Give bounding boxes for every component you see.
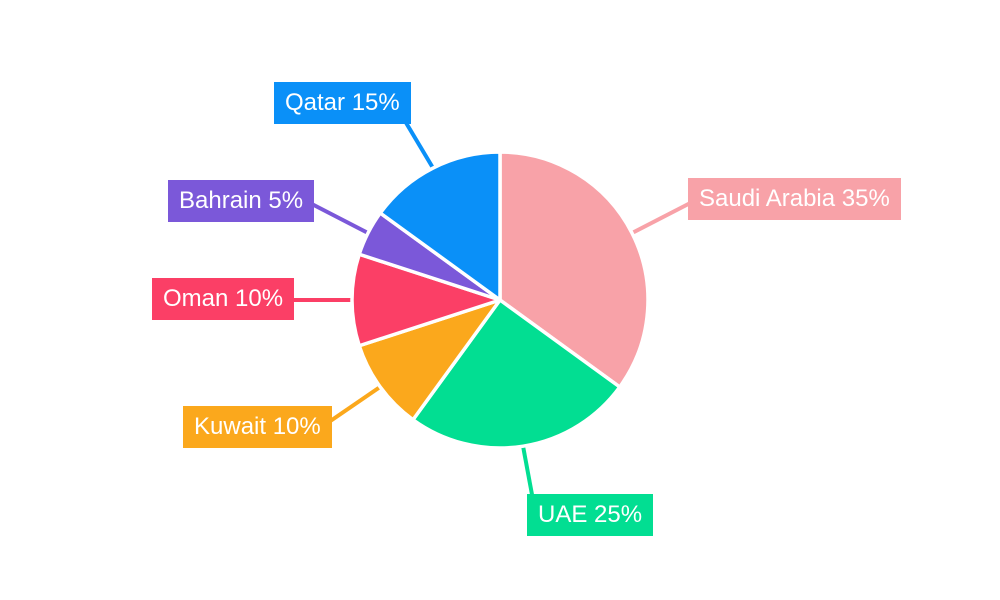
pie-label-oman: Oman 10% bbox=[152, 278, 295, 320]
leader-line-bahrain bbox=[305, 199, 369, 235]
leader-line-qatar bbox=[400, 114, 435, 170]
leader-line-kuwait bbox=[324, 385, 382, 426]
pie-label-qatar: Qatar 15% bbox=[274, 82, 411, 124]
pie-label-bahrain: Bahrain 5% bbox=[168, 180, 315, 222]
pie-label-kuwait: Kuwait 10% bbox=[183, 406, 332, 448]
pie-slice-uae[interactable] bbox=[411, 298, 622, 450]
pie-slice-saudi-arabia[interactable] bbox=[498, 150, 650, 389]
pie-slice-kuwait[interactable] bbox=[357, 298, 502, 422]
pie-label-saudi-arabia: Saudi Arabia 35% bbox=[688, 178, 901, 220]
leader-line-uae bbox=[521, 445, 535, 501]
pie-slice-qatar[interactable] bbox=[378, 150, 502, 302]
pie-slice-oman[interactable] bbox=[350, 252, 502, 348]
pie-label-uae: UAE 25% bbox=[527, 494, 654, 536]
